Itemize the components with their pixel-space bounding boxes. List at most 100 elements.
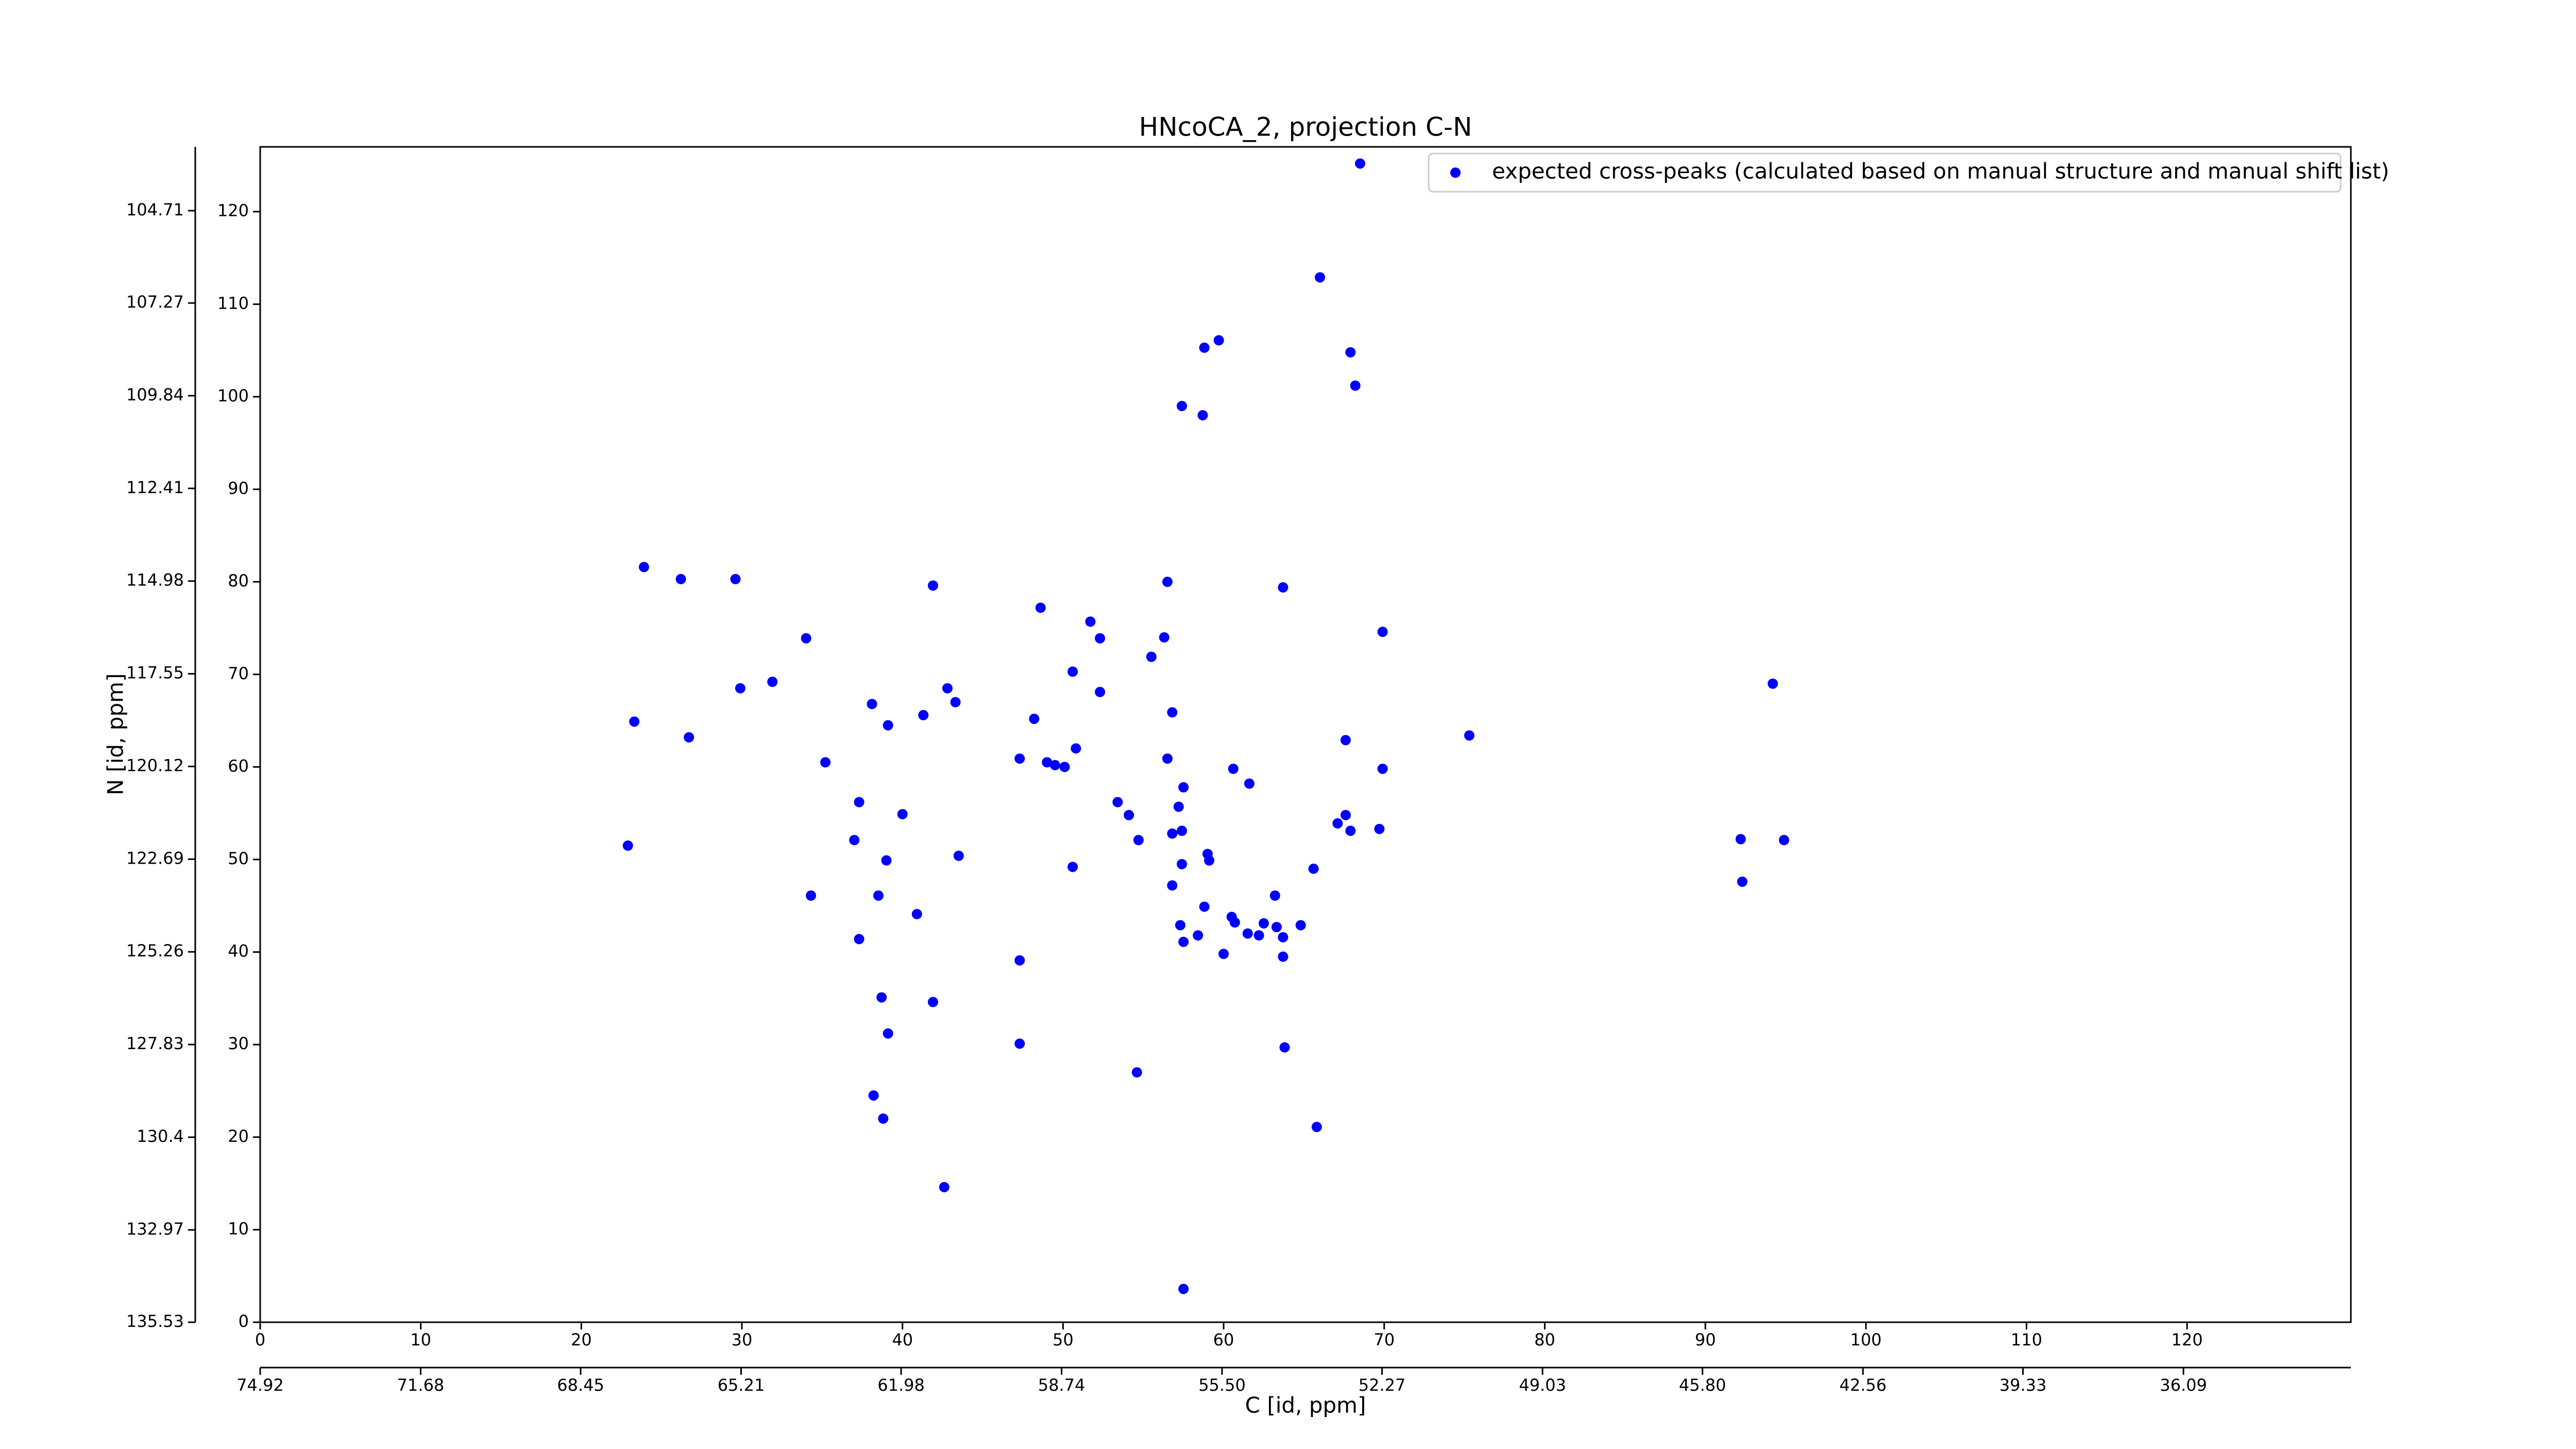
x-axis-label: C [id, ppm] xyxy=(1245,1393,1366,1418)
cross-peak xyxy=(1279,1042,1290,1053)
cross-peak xyxy=(1278,932,1289,942)
x2-tick-label: 39.33 xyxy=(1999,1375,2047,1395)
cross-peak xyxy=(1167,707,1178,718)
cross-peak xyxy=(806,890,817,901)
cross-peak xyxy=(1178,782,1189,793)
cross-peak xyxy=(1177,400,1188,411)
cross-peak xyxy=(1059,762,1070,772)
x2-tick-label: 65.21 xyxy=(718,1375,765,1395)
cross-peak xyxy=(629,716,640,727)
y2-tick-label: 132.97 xyxy=(126,1219,184,1239)
cross-peak xyxy=(1178,1284,1189,1294)
cross-peak xyxy=(1029,713,1040,724)
x-tick-label: 90 xyxy=(1695,1330,1716,1350)
cross-peak xyxy=(767,677,778,687)
cross-peak xyxy=(1735,834,1746,845)
x-tick-label: 10 xyxy=(410,1330,431,1350)
cross-peak xyxy=(622,840,633,851)
cross-peak xyxy=(1350,380,1361,391)
x2-tick-label: 58.74 xyxy=(1038,1375,1086,1395)
cross-peak xyxy=(1014,753,1025,764)
x2-tick-label: 49.03 xyxy=(1519,1375,1566,1395)
cross-peak xyxy=(1049,760,1060,770)
cross-peak xyxy=(873,890,884,901)
cross-peak xyxy=(1178,936,1189,947)
cross-peak xyxy=(1095,686,1106,697)
cross-peak xyxy=(868,1090,879,1101)
cross-peak xyxy=(684,732,694,743)
y-tick-label: 40 xyxy=(228,941,249,961)
y-tick-label: 0 xyxy=(239,1311,249,1331)
y2-tick-label: 112.41 xyxy=(126,478,184,497)
cross-peak xyxy=(1345,347,1356,358)
cross-peak xyxy=(1767,678,1778,689)
cross-peak xyxy=(1042,757,1053,768)
cross-peak xyxy=(1354,158,1365,169)
cross-peak xyxy=(1295,920,1306,931)
y2-tick-label: 122.69 xyxy=(126,848,184,868)
y-tick-label: 50 xyxy=(228,849,249,868)
x2-tick-label: 68.45 xyxy=(557,1375,604,1395)
cross-peak xyxy=(911,908,922,919)
chart-title: HNcoCA_2, projection C-N xyxy=(1139,112,1472,142)
y-tick-label: 80 xyxy=(228,571,249,591)
cross-peak xyxy=(1340,810,1351,820)
y-axis-label: N [id, ppm] xyxy=(103,673,128,796)
cross-peak xyxy=(1177,825,1188,836)
x-tick-label: 30 xyxy=(732,1330,753,1350)
cross-peak xyxy=(927,997,938,1007)
cross-peak xyxy=(1167,880,1178,891)
plot-frame xyxy=(259,146,2352,1323)
cross-peak xyxy=(883,1028,893,1039)
cross-peak xyxy=(1269,890,1280,901)
cross-peak xyxy=(1131,1067,1142,1078)
cross-peak xyxy=(1162,577,1173,587)
cross-peak xyxy=(1014,1038,1025,1049)
cross-peak xyxy=(1162,753,1173,764)
x-tick-label: 110 xyxy=(2011,1330,2042,1350)
cross-peak xyxy=(820,757,831,768)
cross-peak xyxy=(1345,825,1356,836)
cross-peak xyxy=(953,850,964,861)
legend-marker xyxy=(1450,167,1461,178)
cross-peak xyxy=(1242,928,1253,939)
cross-peak xyxy=(878,1113,889,1124)
cross-peak xyxy=(950,697,961,707)
cross-peak xyxy=(867,699,877,710)
y2-tick-label: 104.71 xyxy=(126,200,184,220)
y-tick-label: 10 xyxy=(228,1219,249,1238)
cross-peak xyxy=(675,574,686,584)
cross-peak xyxy=(1133,835,1144,846)
cross-peak xyxy=(1159,632,1170,643)
cross-peak xyxy=(1737,877,1748,887)
y2-tick-label: 130.4 xyxy=(137,1126,184,1146)
legend-box xyxy=(1428,153,2342,193)
y2-tick-label: 117.55 xyxy=(126,663,184,683)
x2-tick-label: 74.92 xyxy=(236,1375,284,1395)
cross-peak xyxy=(854,934,865,945)
cross-peak xyxy=(1213,335,1224,346)
x-tick-label: 80 xyxy=(1534,1330,1555,1350)
y2-tick-label: 125.26 xyxy=(126,941,184,961)
x2-tick-label: 45.80 xyxy=(1679,1375,1726,1395)
cross-peak xyxy=(942,683,953,694)
cross-peak xyxy=(1244,778,1255,789)
cross-peak xyxy=(897,808,908,819)
cross-peak xyxy=(801,633,811,644)
x-tick-label: 70 xyxy=(1374,1330,1395,1350)
cross-peak xyxy=(1271,922,1282,933)
cross-peak xyxy=(1177,858,1188,869)
x-tick-label: 0 xyxy=(255,1330,265,1350)
cross-peak xyxy=(1175,920,1185,931)
x2-tick-label: 42.56 xyxy=(1839,1375,1887,1395)
y-tick-label: 100 xyxy=(217,386,249,406)
x2-tick-label: 36.09 xyxy=(2160,1375,2207,1395)
y2-tick-label: 127.83 xyxy=(126,1034,184,1053)
cross-peak xyxy=(883,720,893,731)
cross-peak xyxy=(1311,1122,1322,1133)
cross-peak xyxy=(1464,730,1475,741)
cross-peak xyxy=(1146,651,1157,662)
y-tick-label: 90 xyxy=(228,479,249,498)
cross-peak xyxy=(1124,810,1134,820)
